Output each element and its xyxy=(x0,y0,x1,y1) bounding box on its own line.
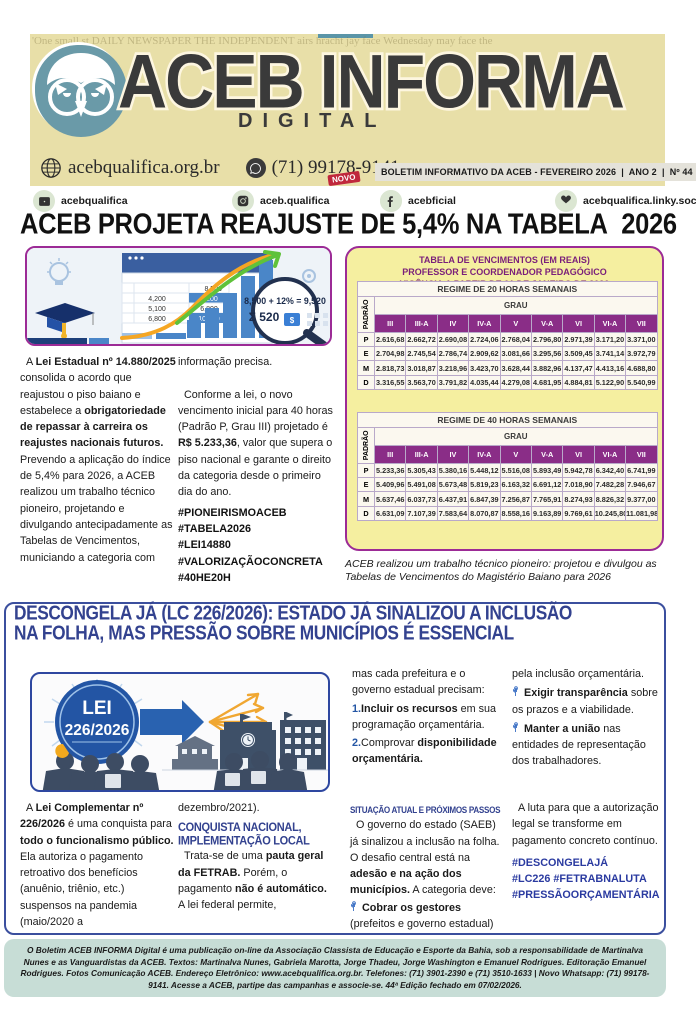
svg-text:6,800: 6,800 xyxy=(148,316,166,323)
svg-text:Σ 520: Σ 520 xyxy=(249,310,280,324)
svg-text:226/2026: 226/2026 xyxy=(65,722,130,739)
svg-text:5,100: 5,100 xyxy=(148,306,166,313)
svg-text:LEI: LEI xyxy=(82,698,112,719)
svg-text:$: $ xyxy=(290,316,295,325)
svg-text:8,500 + 12% = 9,520: 8,500 + 12% = 9,520 xyxy=(244,296,326,306)
svg-text:4,200: 4,200 xyxy=(148,296,166,303)
